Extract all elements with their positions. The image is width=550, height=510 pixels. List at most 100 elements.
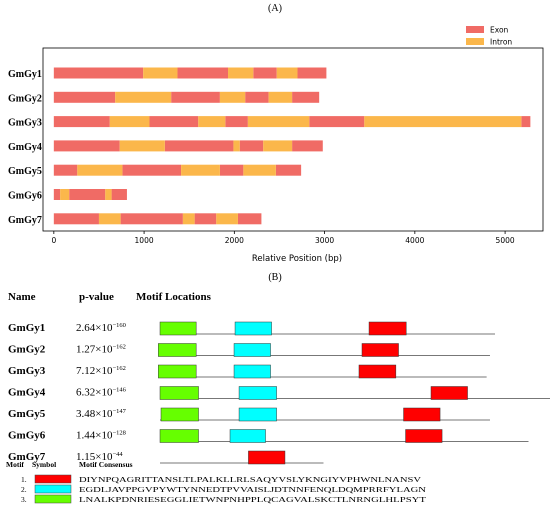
motif-1-box — [358, 364, 397, 379]
intron-segment — [198, 116, 226, 128]
motif-1-box — [361, 343, 399, 357]
motif-3-box — [160, 407, 199, 422]
intron-segment — [233, 140, 240, 152]
exon-segment — [53, 67, 144, 79]
exon-segment — [53, 140, 120, 152]
exon-segment — [275, 164, 302, 176]
motif-3-number: 3. — [21, 495, 27, 504]
x-tick-label: 5000 — [496, 236, 515, 245]
x-tick-label: 3000 — [315, 236, 334, 245]
motif-row-pvalue: 2.64×10−160 — [76, 322, 126, 334]
intron-segment — [115, 91, 172, 103]
gene-label-GmGy7: GmGy7 — [8, 215, 42, 226]
motif-1-symbol — [34, 474, 72, 484]
panel-b-label: (B) — [268, 272, 282, 283]
intron-segment — [364, 116, 522, 128]
intron-segment — [247, 116, 310, 128]
legend: Exon Intron — [466, 26, 512, 47]
intron-segment — [263, 140, 293, 152]
motif-2-box — [233, 364, 271, 379]
gene-label-GmGy5: GmGy5 — [8, 166, 42, 177]
intron-segment — [77, 164, 123, 176]
intron-segment — [216, 213, 238, 225]
motif-2-number: 2. — [21, 485, 27, 494]
motif-row-pvalue: 6.32×10−146 — [76, 387, 127, 399]
intron-segment — [119, 140, 165, 152]
motif-2-box — [238, 386, 277, 400]
panel-a-label: (A) — [268, 3, 282, 14]
motif-row-pvalue: 1.44×10−128 — [76, 430, 126, 442]
gene-structure-chart: GmGy1 GmGy2 GmGy3 GmGy4 GmGy5 GmGy6 GmGy7 0 100… — [8, 26, 544, 264]
exon-segment — [521, 116, 531, 128]
exon-segment — [309, 116, 365, 128]
exon-segment — [53, 213, 99, 225]
motif-legend-header-symbol: Symbol — [32, 460, 56, 469]
x-tick-label: 0 — [51, 236, 56, 245]
exon-segment — [297, 67, 327, 79]
motif-row-pvalue: 1.27×10−162 — [76, 344, 126, 356]
motif-1-consensus: DIYNPQAGRITTANSLTLPALKLLRLSAQYVSLYKNGIYV… — [79, 475, 422, 484]
motif-3-box — [159, 321, 197, 336]
legend-swatch-exon — [466, 26, 484, 33]
intron-segment — [181, 164, 220, 176]
exon-segment — [149, 116, 199, 128]
motif-3-box — [159, 386, 199, 400]
motif-location-diagram: Name p-value Motif Locations GmGy1 2.64×1… — [6, 291, 550, 504]
motif-2-box — [238, 407, 277, 422]
intron-segment — [228, 67, 254, 79]
motif-3-box — [158, 364, 197, 379]
intron-segment — [98, 213, 121, 225]
motif-2-box — [233, 343, 271, 357]
motif-1-box — [368, 321, 407, 336]
gene-label-GmGy6: GmGy6 — [8, 191, 42, 202]
gene-label-GmGy4: GmGy4 — [8, 142, 42, 153]
motif-2-symbol — [34, 484, 72, 494]
motif-row-name-GmGy6: GmGy6 — [8, 430, 46, 442]
gene-label-GmGy3: GmGy3 — [8, 118, 42, 129]
motif-row-name-GmGy2: GmGy2 — [8, 344, 46, 356]
intron-segment — [243, 164, 276, 176]
gene-label-GmGy1: GmGy1 — [8, 69, 42, 80]
exon-segment — [164, 140, 234, 152]
exon-segment — [53, 164, 78, 176]
motif-legend-header-consensus: Motif Consensus — [79, 460, 133, 469]
exon-segment — [237, 213, 262, 225]
exon-segment — [120, 213, 183, 225]
exon-segment — [53, 189, 61, 200]
exon-segment — [194, 213, 217, 225]
x-tick-label: 2000 — [225, 236, 244, 245]
motif-row-name-GmGy3: GmGy3 — [8, 365, 46, 377]
legend-label-intron: Intron — [490, 38, 512, 47]
intron-segment — [109, 116, 150, 128]
legend-label-exon: Exon — [490, 26, 509, 35]
motif-row-pvalue: 1.15×10−44 — [76, 451, 123, 463]
motif-1-box — [405, 429, 443, 443]
exon-segment — [171, 91, 220, 103]
motif-1-number: 1. — [21, 475, 27, 484]
header-pvalue: p-value — [79, 291, 114, 303]
motif-legend: Motif Symbol Motif Consensus 1. DIYNPQAG… — [6, 460, 427, 504]
exon-segment — [253, 67, 277, 79]
motif-row-name-GmGy7: GmGy7 — [8, 451, 46, 463]
motif-2-box — [229, 429, 266, 443]
exon-segment — [245, 91, 269, 103]
gene-label-GmGy2: GmGy2 — [8, 93, 42, 104]
intron-segment — [268, 91, 293, 103]
exon-segment — [111, 189, 127, 200]
intron-segment — [60, 189, 70, 200]
header-motif-locations: Motif Locations — [136, 291, 212, 303]
exon-segment — [122, 164, 182, 176]
motif-row-pvalue: 3.48×10−147 — [76, 408, 127, 420]
intron-segment — [143, 67, 178, 79]
intron-segment — [219, 91, 246, 103]
motif-3-box — [159, 429, 199, 443]
exon-segment — [177, 67, 229, 79]
exon-segment — [219, 164, 244, 176]
exon-segment — [292, 140, 323, 152]
motif-2-consensus: EGDLJAVPPGVPYWTYNNEDTPVVAISLJDTNNFENQLDQ… — [79, 485, 427, 494]
motif-3-consensus: LNALKPDNRIESEGGLIETWNPNHPPLQCAGVALSKCTLN… — [79, 495, 427, 504]
x-tick-label: 4000 — [405, 236, 424, 245]
motif-legend-header-motif: Motif — [6, 460, 24, 469]
motif-3-box — [158, 343, 197, 357]
motif-row-name-GmGy4: GmGy4 — [8, 387, 46, 399]
